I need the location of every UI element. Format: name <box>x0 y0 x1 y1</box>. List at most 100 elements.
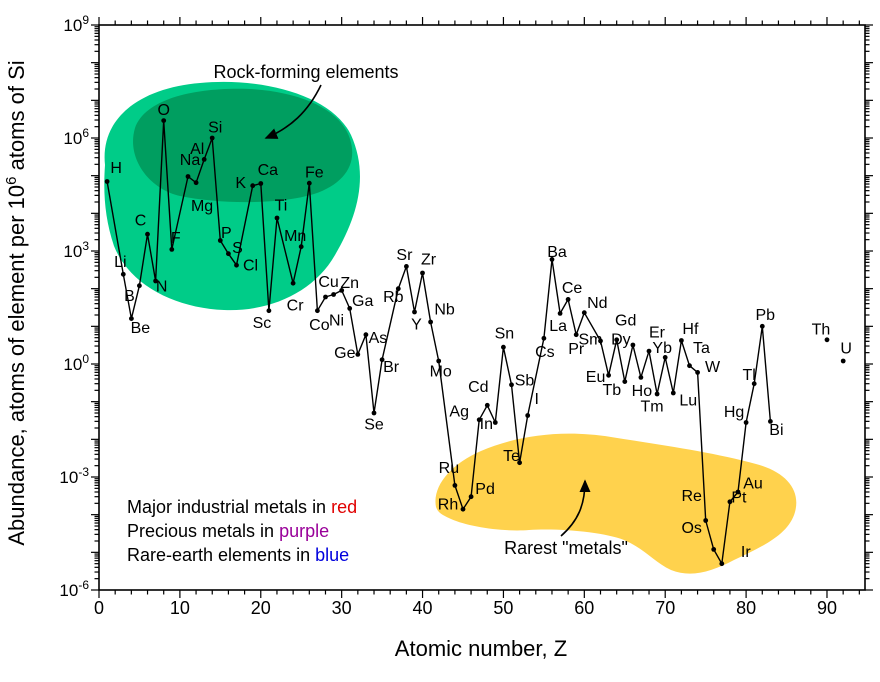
element-point-Ta <box>687 363 692 369</box>
y-tick-label: 10-3 <box>59 465 89 487</box>
element-point-Ho <box>638 375 644 380</box>
element-label-Nd: Nd <box>587 295 607 312</box>
x-tick-label: 60 <box>574 598 594 618</box>
element-label-Ag: Ag <box>449 403 469 420</box>
element-label-Ho: Ho <box>632 383 653 400</box>
element-label-H: H <box>110 160 122 177</box>
element-label-Se: Se <box>364 417 384 434</box>
element-label-Sc: Sc <box>253 315 272 332</box>
element-point-H <box>104 179 110 184</box>
element-point-N <box>153 278 159 284</box>
element-point-F <box>169 247 175 252</box>
element-point-Be <box>129 316 134 321</box>
element-point-Fe <box>306 180 312 186</box>
element-point-Ce <box>565 297 571 302</box>
element-point-Dy <box>630 342 636 348</box>
element-point-Mo <box>436 358 442 364</box>
x-tick-label: 10 <box>170 598 190 618</box>
element-point-Pd <box>468 494 474 500</box>
element-point-Ru <box>452 483 458 488</box>
plot-frame <box>98 24 866 591</box>
element-point-As <box>363 332 369 338</box>
legend-line-rare_earth: Rare-earth elements in blue <box>127 545 349 565</box>
element-point-Si <box>209 135 215 141</box>
element-point-Tl <box>751 381 757 387</box>
element-label-Lu: Lu <box>679 393 697 410</box>
x-tick-label: 20 <box>251 598 271 618</box>
element-label-Tm: Tm <box>641 399 664 416</box>
element-label-Al: Al <box>190 141 204 158</box>
element-point-Te <box>517 460 522 466</box>
element-point-Ca <box>258 181 264 186</box>
x-tick-label: 0 <box>94 598 104 618</box>
element-label-Br: Br <box>383 359 400 376</box>
points-group <box>104 118 846 567</box>
element-point-O <box>161 118 167 123</box>
element-point-Br <box>379 357 385 363</box>
annotation-rock-forming-label: Rock-forming elements <box>213 62 398 82</box>
element-label-Th: Th <box>812 321 831 338</box>
element-label-Tl: Tl <box>743 367 756 384</box>
element-label-Ge: Ge <box>334 345 355 362</box>
element-point-Er <box>646 348 652 354</box>
element-point-Gd <box>614 337 620 343</box>
element-label-Mg: Mg <box>191 198 213 215</box>
element-label-La: La <box>549 318 567 335</box>
element-label-Cd: Cd <box>468 379 488 396</box>
element-label-Gd: Gd <box>615 312 636 329</box>
element-point-Tm <box>654 391 660 397</box>
element-point-P <box>217 238 223 243</box>
element-label-Ga: Ga <box>352 293 373 310</box>
element-point-Th <box>824 337 830 343</box>
element-label-Os: Os <box>681 520 701 537</box>
element-label-Cl: Cl <box>243 258 258 275</box>
annotations-group: Rock-forming elements Rarest "metals" <box>213 62 627 558</box>
element-label-Pr: Pr <box>568 341 585 358</box>
axes-group: 0 10 20 30 40 50 60 70 80 90 109 106 103 100 10-3 10-6 <box>59 13 873 618</box>
legend-line-precious: Precious metals in purple <box>127 521 329 541</box>
element-label-Hf: Hf <box>682 321 699 338</box>
element-point-K <box>250 183 256 189</box>
element-label-Sn: Sn <box>495 326 515 343</box>
element-label-U: U <box>840 341 852 358</box>
element-label-O: O <box>157 102 169 119</box>
element-label-Co: Co <box>309 317 330 334</box>
element-point-La <box>557 311 563 316</box>
element-label-Ti: Ti <box>275 198 288 215</box>
element-point-Rb <box>395 286 401 292</box>
x-tick-label: 90 <box>817 598 837 618</box>
element-point-Os <box>711 547 717 552</box>
element-label-Zr: Zr <box>421 252 437 269</box>
y-tick-label: 100 <box>63 352 89 374</box>
element-point-Cl <box>234 262 239 268</box>
element-point-Au <box>735 489 741 495</box>
element-point-B <box>137 283 142 289</box>
element-label-Hg: Hg <box>724 404 744 421</box>
element-point-Cs <box>541 335 547 341</box>
element-label-W: W <box>705 359 721 376</box>
element-label-Zn: Zn <box>340 275 359 292</box>
element-point-U <box>840 358 846 364</box>
element-label-Sb: Sb <box>515 372 535 389</box>
element-label-Er: Er <box>649 325 666 342</box>
element-label-Dy: Dy <box>611 332 631 349</box>
element-label-F: F <box>171 230 181 247</box>
element-label-Rh: Rh <box>438 497 458 514</box>
element-label-P: P <box>221 225 232 242</box>
element-point-Cu <box>331 292 336 297</box>
element-label-Sm: Sm <box>579 331 603 348</box>
element-point-Zn <box>339 288 345 293</box>
element-point-Al <box>201 157 207 162</box>
element-label-Pt: Pt <box>731 489 747 506</box>
element-label-In: In <box>480 416 493 433</box>
element-point-Lu <box>670 390 676 396</box>
element-label-Ce: Ce <box>562 280 583 297</box>
element-point-W <box>695 370 700 375</box>
element-label-S: S <box>232 240 243 257</box>
element-point-Ag <box>476 417 482 423</box>
element-point-Sn <box>501 344 506 350</box>
element-label-Si: Si <box>208 120 222 137</box>
element-point-Eu <box>606 372 611 378</box>
element-point-Ir <box>719 561 725 567</box>
